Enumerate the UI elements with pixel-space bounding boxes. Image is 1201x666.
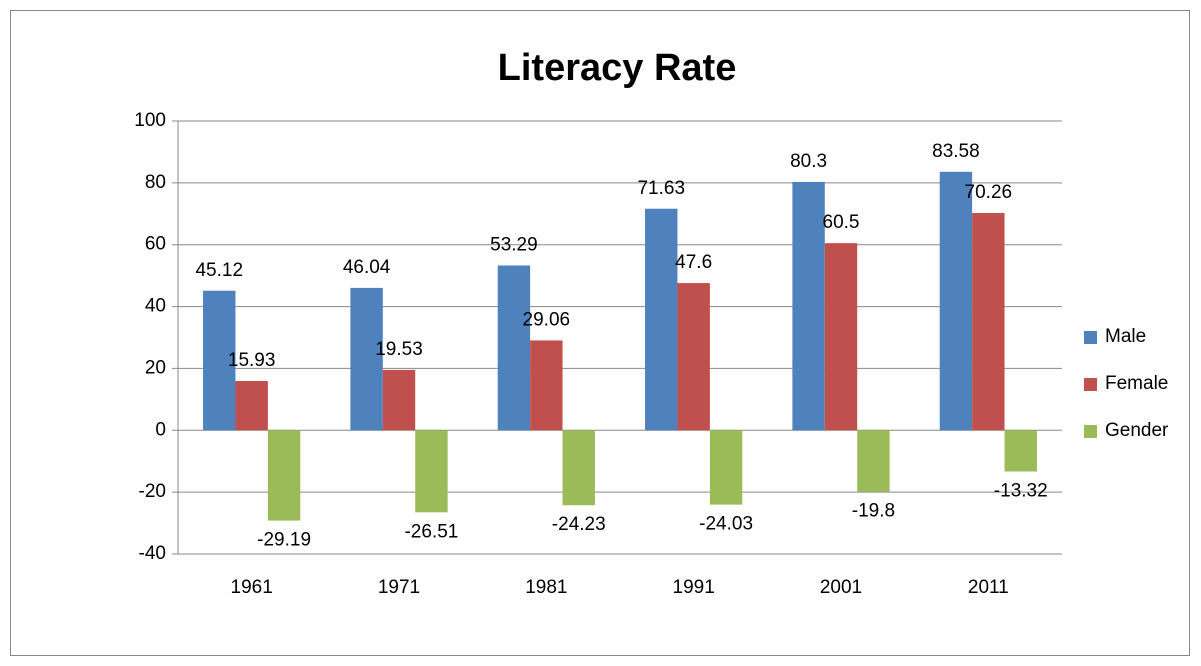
y-tick-label: 100 xyxy=(134,110,166,131)
y-tick-label: 80 xyxy=(145,172,166,193)
bar xyxy=(1004,430,1037,472)
data-label: -26.51 xyxy=(404,521,458,542)
bar xyxy=(235,381,268,431)
data-label: 29.06 xyxy=(523,309,571,330)
legend-swatch xyxy=(1084,331,1097,344)
y-tick-label: 0 xyxy=(155,419,166,440)
y-tick-label: -20 xyxy=(139,481,166,502)
chart-border xyxy=(10,10,1190,656)
bar xyxy=(530,340,563,431)
data-label: -19.8 xyxy=(852,501,895,522)
data-label: 53.29 xyxy=(490,234,538,255)
bar xyxy=(857,430,890,492)
legend-swatch xyxy=(1084,425,1097,438)
data-label: 46.04 xyxy=(343,257,391,278)
data-label: 71.63 xyxy=(637,178,685,199)
bar xyxy=(939,171,973,431)
data-label: 70.26 xyxy=(965,182,1013,203)
bar xyxy=(709,430,743,505)
y-tick-label: 60 xyxy=(145,234,166,255)
y-tick-label: 40 xyxy=(145,296,166,317)
legend-label: Gender xyxy=(1105,420,1169,441)
data-label: 19.53 xyxy=(375,339,423,360)
bar xyxy=(350,287,383,431)
bar xyxy=(415,430,448,513)
data-label: -13.32 xyxy=(994,480,1048,501)
data-label: 45.12 xyxy=(195,260,243,281)
x-tick-label: 2011 xyxy=(968,577,1009,598)
bar xyxy=(497,265,531,431)
x-tick-label: 1961 xyxy=(231,577,273,598)
y-tick-label: -40 xyxy=(139,543,166,564)
bar xyxy=(677,283,710,431)
legend-label: Male xyxy=(1105,326,1146,347)
bar xyxy=(792,181,825,431)
bar xyxy=(972,212,1005,431)
bar xyxy=(203,290,236,431)
data-label: 80.3 xyxy=(790,151,827,172)
chart-title: Literacy Rate xyxy=(498,47,737,89)
data-label: 47.6 xyxy=(675,252,712,273)
x-tick-label: 1971 xyxy=(378,577,420,598)
data-label: 83.58 xyxy=(932,141,980,162)
y-tick-label: 20 xyxy=(145,357,166,378)
x-tick-label: 2001 xyxy=(820,577,862,598)
data-label: -24.03 xyxy=(699,514,753,535)
bar xyxy=(645,208,678,431)
bar xyxy=(824,243,858,431)
data-label: -24.23 xyxy=(552,514,606,535)
bar xyxy=(267,430,301,521)
x-tick-label: 1991 xyxy=(673,577,715,598)
data-label: 60.5 xyxy=(823,212,860,233)
x-tick-label: 1981 xyxy=(525,577,567,598)
bar xyxy=(382,369,416,431)
data-label: 15.93 xyxy=(228,350,276,371)
bar xyxy=(562,430,595,506)
legend-label: Female xyxy=(1105,373,1168,394)
legend-swatch xyxy=(1084,378,1097,391)
data-label: -29.19 xyxy=(257,530,311,551)
